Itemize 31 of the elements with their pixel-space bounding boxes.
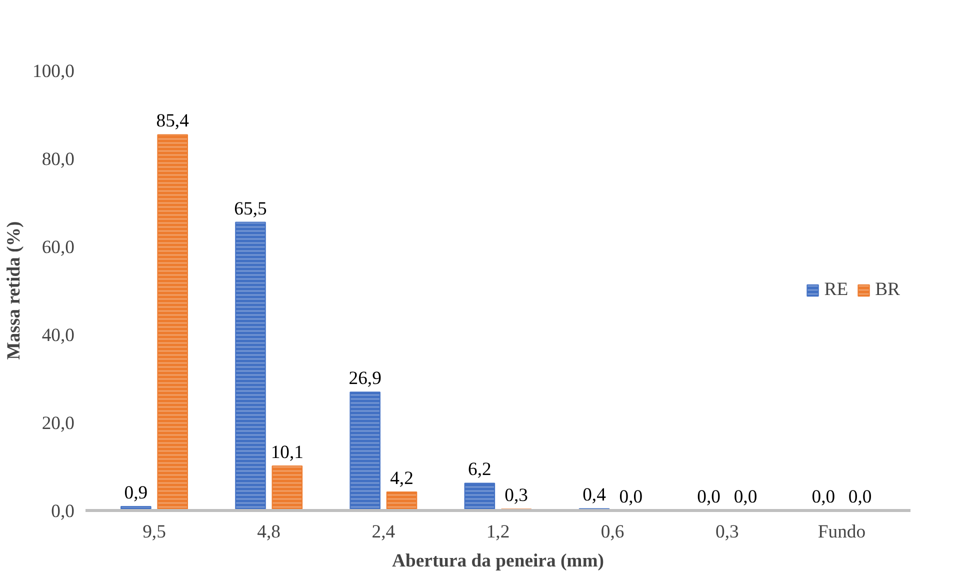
data-label: 6,2 — [468, 459, 492, 480]
data-label: 65,5 — [234, 198, 267, 220]
y-tick-label: 80,0 — [42, 149, 75, 170]
data-label: 0,0 — [619, 486, 643, 508]
data-label: 26,9 — [348, 368, 382, 390]
data-label: 0,0 — [734, 486, 758, 508]
data-label: 0,4 — [582, 484, 607, 506]
data-label: 4,2 — [390, 468, 414, 490]
x-tick-label: 0,6 — [600, 522, 624, 542]
data-label: 0,0 — [812, 486, 836, 508]
y-tick-label: 20,0 — [42, 413, 75, 434]
data-label: 0,0 — [697, 486, 720, 508]
x-tick-label: 0,3 — [716, 522, 739, 542]
y-tick-label: 100,0 — [32, 61, 75, 82]
x-tick-label: 2,4 — [372, 522, 396, 542]
data-label: 0,0 — [848, 486, 872, 508]
x-tick-label: 9,5 — [142, 522, 166, 542]
data-label: 0,3 — [504, 485, 528, 506]
y-tick-label: 0,0 — [51, 501, 75, 522]
x-tick-label: 1,2 — [486, 522, 510, 542]
data-label: 0,9 — [124, 482, 148, 504]
legend-label: RE — [824, 279, 848, 301]
y-axis-title: Massa retida (%) — [4, 221, 25, 360]
data-label: 10,1 — [270, 442, 304, 464]
x-tick-label: Fundo — [818, 522, 866, 542]
data-label: 85,4 — [156, 110, 190, 132]
y-tick-label: 60,0 — [42, 237, 75, 258]
y-tick-label: 40,0 — [42, 325, 75, 346]
x-tick-label: 4,8 — [257, 522, 280, 542]
x-axis-title: Abertura da peneira (mm) — [392, 550, 604, 572]
legend-label: BR — [875, 279, 900, 301]
